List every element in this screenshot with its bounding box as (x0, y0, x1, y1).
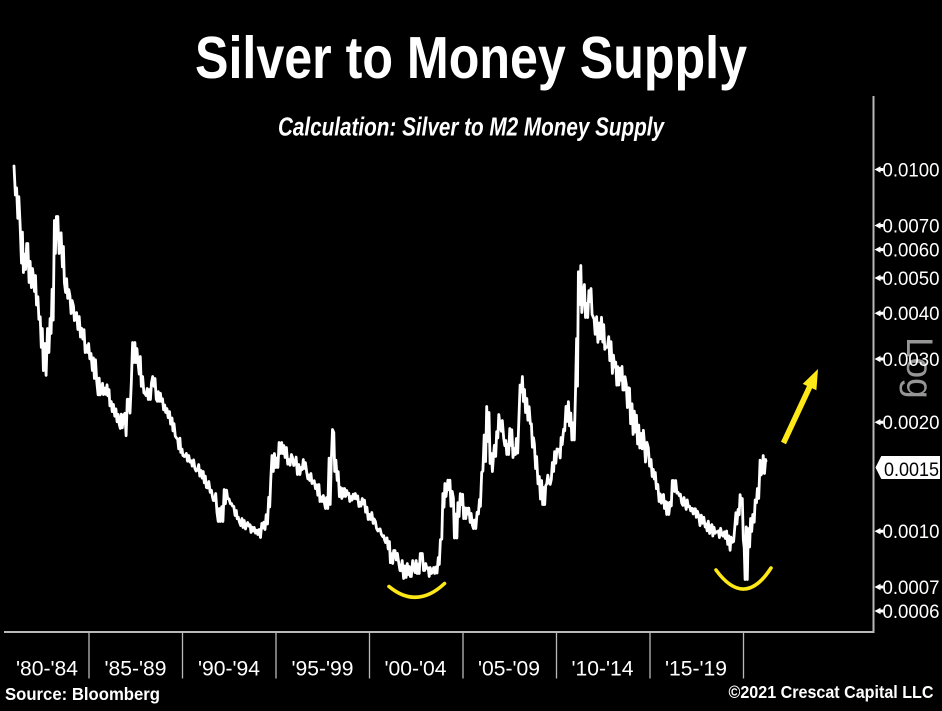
svg-text:'80-'84: '80-'84 (16, 658, 78, 681)
svg-text:Calculation: Silver to M2 Mone: Calculation: Silver to M2 Money Supply (278, 112, 665, 142)
svg-text:0.0010: 0.0010 (883, 522, 940, 543)
svg-text:Source: Bloomberg: Source: Bloomberg (5, 684, 160, 704)
svg-text:0.0015: 0.0015 (884, 459, 939, 481)
svg-text:'05-'09: '05-'09 (478, 658, 540, 681)
svg-text:'15-'19: '15-'19 (665, 658, 727, 681)
svg-text:0.0020: 0.0020 (883, 413, 940, 434)
svg-text:0.0040: 0.0040 (883, 304, 940, 325)
svg-text:0.0007: 0.0007 (883, 578, 940, 599)
svg-text:0.0070: 0.0070 (883, 216, 940, 237)
svg-text:'10-'14: '10-'14 (572, 658, 634, 681)
svg-text:0.0100: 0.0100 (883, 160, 940, 181)
svg-text:0.0050: 0.0050 (883, 269, 940, 290)
svg-text:0.0030: 0.0030 (883, 350, 940, 371)
svg-text:0.0060: 0.0060 (883, 240, 940, 261)
svg-text:©2021 Crescat Capital LLC: ©2021 Crescat Capital LLC (729, 682, 934, 702)
svg-text:'95-'99: '95-'99 (292, 658, 354, 681)
svg-text:'85-'89: '85-'89 (105, 658, 167, 681)
svg-text:'00-'04: '00-'04 (385, 658, 447, 681)
svg-text:0.0006: 0.0006 (883, 602, 940, 623)
svg-text:Log: Log (899, 337, 940, 399)
svg-text:Silver to Money Supply: Silver to Money Supply (195, 25, 747, 91)
svg-text:'90-'94: '90-'94 (198, 658, 260, 681)
